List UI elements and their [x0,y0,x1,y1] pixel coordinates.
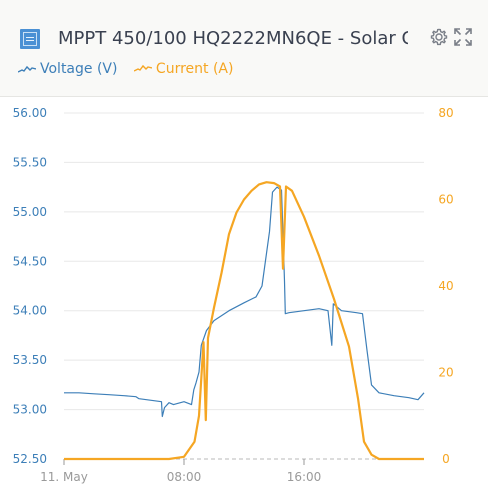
y-left-tick-label: 54.50 [13,254,47,268]
legend-label-voltage: Voltage (V) [40,61,118,77]
y-left-tick-label: 55.50 [13,155,47,169]
legend-item-voltage[interactable]: Voltage (V) [18,61,117,77]
x-tick-label: 16:00 [287,470,322,484]
y-left-tick-label: 53.00 [13,403,47,417]
expand-icon[interactable] [452,26,474,48]
chart-plot-area: 56.00 55.50 55.00 54.50 54.00 53.50 53.00 52.50… [13,106,454,484]
x-tick-label: 11. May [40,470,88,484]
chart-header: MPPT 450/100 HQ2222MN6QE - Solar C... Vo… [0,0,488,97]
gear-icon[interactable] [428,26,450,48]
y-left-tick-label: 53.50 [13,353,47,367]
voltage-series-icon [18,65,36,73]
y-right-tick-label: 80 [438,106,453,120]
y-right-tick-label: 20 [438,366,453,380]
y-left-tick-label: 55.00 [13,205,47,219]
y-right-tick-label: 40 [438,279,453,293]
y-left-tick-label: 54.00 [13,304,47,318]
legend-label-current: Current (A) [155,61,234,77]
legend-item-current[interactable]: Current (A) [133,61,234,77]
current-series-line [64,181,424,461]
y-right-tick-label: 60 [438,193,453,207]
y-left-tick-label: 52.50 [13,452,47,466]
y-left-tick-label: 56.00 [13,106,47,120]
y-right-tick-label: 0 [442,452,450,466]
voltage-series-line [64,186,425,418]
current-series-icon [133,64,152,72]
page-title: MPPT 450/100 HQ2222MN6QE - Solar C... [58,28,408,49]
x-tick-label: 08:00 [167,470,202,484]
solar-charger-icon [20,29,40,49]
chart-legend: Voltage (V) Current (A) [18,61,245,78]
